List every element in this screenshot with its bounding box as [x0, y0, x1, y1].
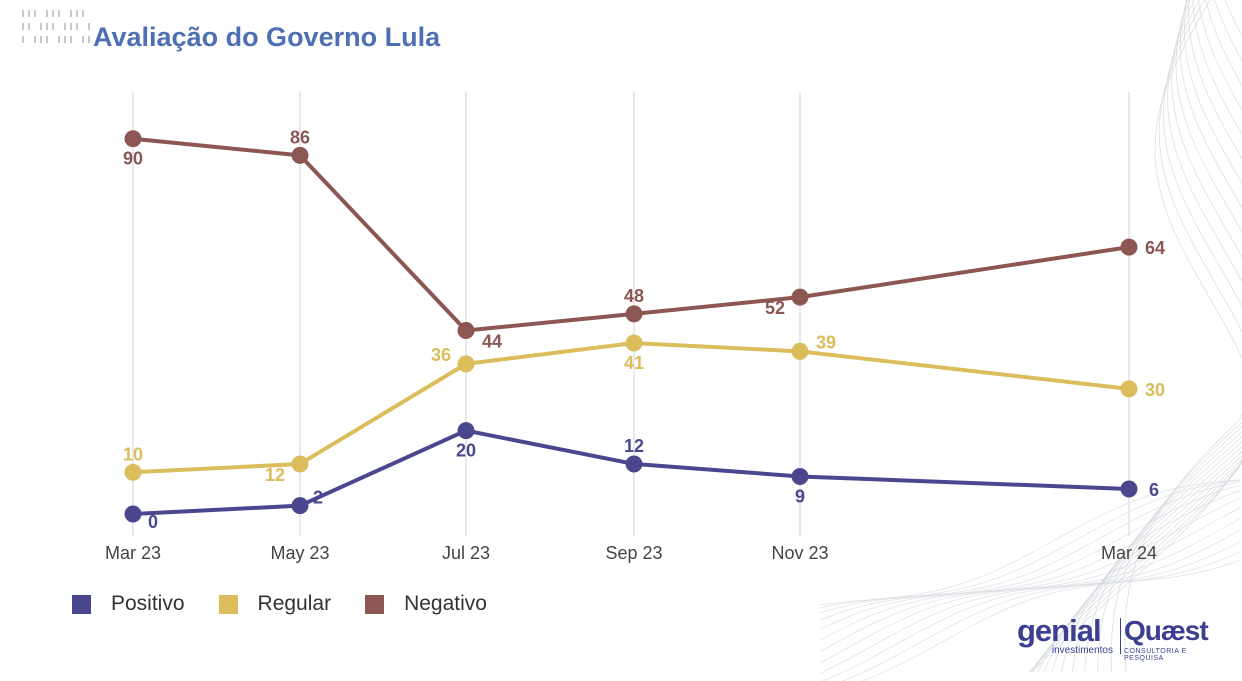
data-point-regular — [124, 463, 142, 481]
series-line-positivo — [132, 428, 1130, 516]
data-point-negativo — [1120, 238, 1138, 256]
dotted-mark — [22, 10, 90, 43]
data-point-negativo — [457, 322, 475, 340]
data-label-positivo: 2 — [313, 488, 323, 508]
quaest-logo-subtext: CONSULTORIA E PESQUISA — [1124, 648, 1187, 662]
data-label-regular: 10 — [123, 444, 143, 464]
data-label-positivo: 9 — [795, 486, 805, 506]
legend-swatch-regular — [218, 594, 238, 614]
legend-item-regular: Regular — [218, 592, 332, 616]
data-point-regular — [791, 342, 809, 360]
data-label-positivo: 12 — [624, 436, 644, 456]
data-point-negativo — [791, 288, 809, 306]
data-label-regular: 36 — [431, 345, 451, 365]
legend: Positivo Regular Negativo — [72, 592, 521, 616]
x-tick-label: Mar 24 — [1101, 543, 1157, 563]
data-label-regular: 39 — [816, 332, 836, 352]
data-label-positivo: 0 — [148, 512, 158, 532]
data-label-regular: 30 — [1145, 380, 1165, 400]
wave-art — [819, 0, 1242, 681]
quaest-logo: Quæst CONSULTORIA E PESQUISA — [1124, 614, 1224, 662]
data-label-regular: 41 — [624, 353, 644, 373]
legend-label-regular: Regular — [257, 592, 332, 615]
genial-logo-subtext: investimentos — [1051, 645, 1113, 656]
data-label-regular: 12 — [265, 465, 285, 485]
x-tick-label: May 23 — [270, 543, 329, 563]
legend-swatch-negativo — [365, 594, 385, 614]
legend-label-negativo: Negativo — [404, 592, 487, 615]
data-point-positivo — [1120, 480, 1138, 498]
data-label-negativo: 48 — [624, 286, 644, 306]
legend-item-negativo: Negativo — [365, 592, 487, 616]
genial-logo: genial investimentos — [1017, 614, 1115, 660]
data-point-positivo — [791, 467, 809, 485]
data-label-negativo: 86 — [290, 127, 310, 147]
legend-item-positivo: Positivo — [72, 592, 185, 616]
data-label-negativo: 90 — [123, 149, 143, 169]
logo-separator — [1120, 618, 1121, 654]
data-label-positivo: 20 — [456, 441, 476, 461]
data-point-negativo — [291, 146, 309, 164]
data-point-positivo — [625, 455, 643, 473]
legend-swatch-positivo — [72, 594, 91, 614]
x-tick-label: Jul 23 — [442, 543, 490, 563]
data-point-positivo — [124, 505, 142, 523]
data-point-regular — [1120, 380, 1138, 398]
data-point-positivo — [457, 422, 475, 440]
x-tick-label: Sep 23 — [605, 543, 662, 563]
series-line-negativo — [132, 136, 1130, 333]
data-point-regular — [457, 355, 475, 373]
page-title: Avaliação do Governo Lula — [93, 22, 441, 52]
x-tick-label: Mar 23 — [105, 543, 161, 563]
genial-logo-text: genial — [1017, 613, 1102, 648]
data-label-negativo: 52 — [765, 298, 785, 318]
data-label-positivo: 6 — [1149, 480, 1159, 500]
data-label-negativo: 44 — [482, 332, 502, 352]
data-label-negativo: 64 — [1145, 238, 1165, 258]
data-point-negativo — [124, 130, 142, 148]
data-point-regular — [625, 334, 643, 352]
series-line-regular — [132, 341, 1130, 475]
data-point-positivo — [291, 497, 309, 515]
data-point-negativo — [625, 305, 643, 323]
x-tick-label: Nov 23 — [771, 543, 828, 563]
data-point-regular — [291, 455, 309, 473]
quaest-logo-text: Quæst — [1124, 615, 1209, 646]
legend-label-positivo: Positivo — [111, 592, 185, 615]
